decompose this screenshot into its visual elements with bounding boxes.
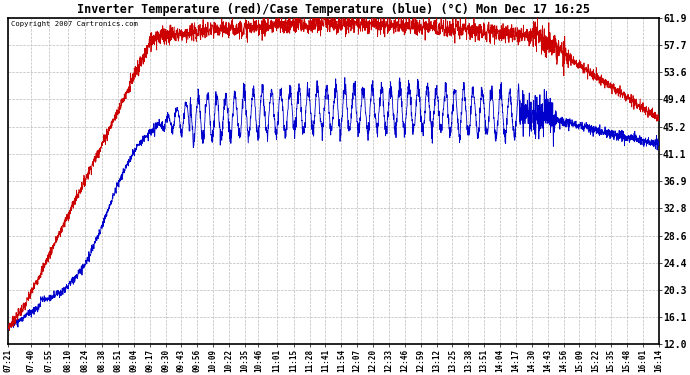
Title: Inverter Temperature (red)/Case Temperature (blue) (°C) Mon Dec 17 16:25: Inverter Temperature (red)/Case Temperat… <box>77 3 590 16</box>
Text: Copyright 2007 Cartronics.com: Copyright 2007 Cartronics.com <box>11 21 138 27</box>
